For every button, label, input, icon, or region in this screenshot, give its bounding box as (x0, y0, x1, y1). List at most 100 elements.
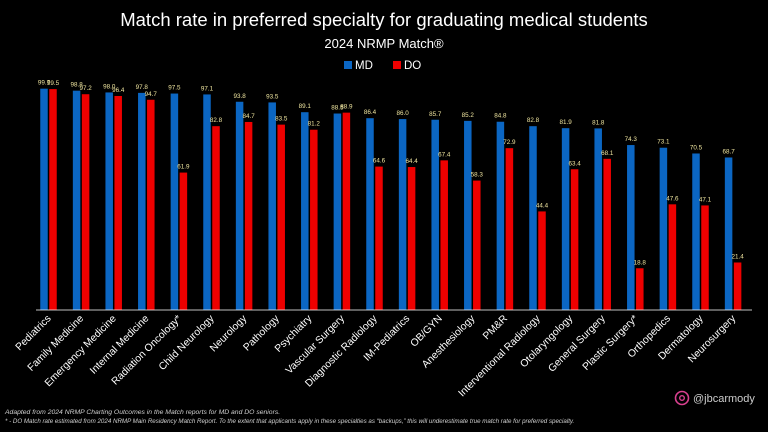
value-label-md-16: 81.9 (559, 119, 572, 126)
value-labels-group: 99.799.5 98.897.2 98.096.4 97.894.7 97.5 61.9… (38, 80, 744, 267)
bar-do-7 (277, 124, 285, 310)
value-label-do-20: 47.1 (699, 196, 712, 203)
legend: MD DO (344, 60, 421, 72)
value-label-do-14: 72.9 (503, 139, 516, 146)
value-label-do-6: 84.7 (242, 113, 255, 120)
footnote-source: Adapted from 2024 NRMP Charting Outcomes… (4, 409, 280, 416)
bar-md-12 (431, 119, 439, 310)
bar-do-19 (668, 204, 677, 310)
bar-do-14 (505, 148, 514, 310)
bar-md-0 (40, 88, 48, 310)
value-label-do-0: 99.5 (47, 80, 60, 87)
value-label-do-1: 97.2 (79, 85, 92, 92)
chart-title: Match rate in preferred specialty for gr… (120, 9, 648, 30)
handle-text: @jbcarmody (693, 393, 755, 405)
bar-do-13 (473, 180, 481, 310)
bar-do-8 (310, 129, 318, 310)
bar-md-21 (724, 157, 733, 310)
value-label-md-13: 85.2 (462, 112, 475, 119)
value-label-do-3: 94.7 (145, 91, 158, 98)
value-label-md-12: 85.7 (429, 111, 442, 118)
bar-do-11 (407, 167, 416, 310)
x-tick-label-1: Family Medicine (26, 313, 87, 374)
bar-md-15 (529, 126, 537, 311)
value-label-do-8: 81.2 (308, 121, 321, 128)
value-label-do-11: 64.4 (405, 158, 418, 165)
bar-do-21 (733, 262, 742, 310)
value-label-md-0: 99.7 (38, 80, 51, 87)
value-label-md-8: 89.1 (299, 103, 312, 110)
value-label-md-1: 98.8 (70, 82, 83, 89)
bar-do-17 (603, 158, 611, 310)
value-label-md-2: 98.0 (103, 83, 116, 90)
instagram-icon-lens (679, 395, 686, 402)
bar-md-3 (138, 92, 146, 310)
value-label-md-4: 97.5 (168, 85, 181, 92)
value-label-do-18: 18.8 (634, 259, 647, 266)
value-label-md-14: 84.8 (494, 113, 507, 120)
social-handle: @jbcarmody (674, 390, 755, 406)
bar-do-10 (375, 166, 383, 310)
value-label-md-20: 70.5 (690, 144, 703, 151)
bars-group (40, 88, 742, 311)
value-label-md-10: 86.4 (364, 109, 377, 116)
bar-do-3 (147, 99, 155, 311)
bar-do-15 (538, 211, 546, 310)
value-label-md-18: 74.3 (625, 136, 638, 143)
value-label-do-9: 88.9 (340, 104, 353, 111)
legend-md-label: MD (355, 60, 373, 72)
bar-md-11 (398, 119, 407, 310)
bar-md-6 (235, 101, 244, 310)
x-tick-label-17: General Surgery (547, 313, 609, 375)
value-label-do-5: 82.8 (210, 117, 223, 124)
bar-do-5 (212, 126, 220, 311)
bar-md-1 (72, 90, 81, 310)
legend-md-swatch (344, 61, 352, 69)
value-label-do-21: 21.4 (731, 253, 744, 260)
bar-md-20 (692, 153, 700, 310)
bar-md-13 (464, 120, 472, 310)
value-label-md-5: 97.1 (201, 85, 214, 92)
value-label-md-19: 73.1 (657, 139, 670, 146)
bar-do-2 (114, 95, 122, 311)
value-label-md-11: 86.0 (396, 110, 409, 117)
bar-md-8 (301, 112, 309, 310)
value-label-do-15: 44.4 (536, 202, 549, 209)
value-label-do-2: 96.4 (112, 87, 125, 94)
value-label-md-21: 68.7 (722, 148, 735, 155)
bar-md-16 (561, 128, 570, 310)
bar-do-18 (636, 268, 644, 310)
value-label-md-9: 88.5 (331, 105, 344, 112)
value-label-md-6: 93.8 (233, 93, 246, 100)
bar-do-0 (49, 89, 57, 310)
value-label-md-15: 82.8 (527, 117, 540, 124)
value-label-do-7: 83.5 (275, 116, 288, 123)
value-label-do-10: 64.6 (373, 158, 386, 165)
footnote-asterisk: * - DO Match rate estimated from 2024 NR… (5, 418, 574, 425)
value-label-do-4: 61.9 (177, 164, 190, 171)
bar-md-14 (496, 121, 505, 311)
legend-do-label: DO (404, 60, 421, 72)
value-label-md-7: 93.5 (266, 93, 279, 100)
x-tick-label-5: Child Neurology (157, 313, 217, 373)
value-label-do-19: 47.6 (666, 195, 679, 202)
x-tick-label-9: Vascular Surgery (284, 313, 348, 377)
bar-do-1 (81, 94, 90, 310)
value-label-md-17: 81.8 (592, 119, 605, 126)
value-label-do-12: 67.4 (438, 151, 451, 158)
chart-subtitle: 2024 NRMP Match® (324, 36, 444, 51)
bar-md-17 (594, 128, 602, 310)
bar-do-16 (570, 169, 579, 310)
x-tick-label-14: PM&R (481, 313, 510, 342)
value-label-do-16: 63.4 (568, 160, 581, 167)
value-label-do-17: 68.1 (601, 150, 614, 157)
bar-md-4 (170, 93, 179, 310)
bar-do-4 (179, 172, 188, 310)
instagram-icon (674, 390, 690, 406)
bar-do-12 (440, 160, 448, 310)
bar-do-6 (244, 121, 253, 310)
bar-md-9 (333, 113, 342, 310)
